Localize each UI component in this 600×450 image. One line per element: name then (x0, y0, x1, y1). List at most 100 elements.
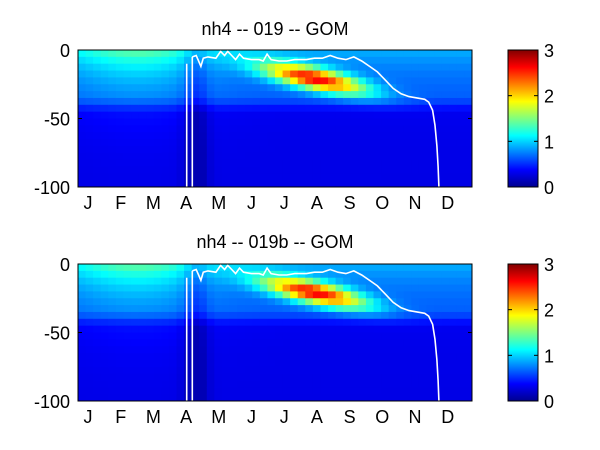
heatmap-cell (221, 332, 231, 340)
heatmap-cell (441, 70, 450, 78)
heatmap-cell (328, 132, 337, 140)
heatmap-cell (343, 373, 352, 382)
heatmap-cell (221, 311, 231, 320)
heatmap-cell (396, 373, 405, 382)
heatmap-cell (229, 298, 238, 306)
heatmap-cell (206, 394, 215, 401)
x-tick-label: J (84, 407, 93, 427)
heatmap-cell (214, 366, 223, 375)
heatmap-cell (343, 305, 352, 313)
heatmap-cell (153, 159, 162, 168)
heatmap-cell (350, 298, 359, 306)
heatmap-cell (153, 353, 162, 361)
x-tick-label: A (311, 407, 323, 427)
heatmap-cell (403, 387, 412, 395)
heatmap-cell (335, 298, 344, 306)
heatmap-cell (335, 277, 344, 286)
heatmap-cell (168, 139, 178, 147)
heatmap-cell (78, 111, 87, 120)
heatmap-cell (214, 111, 223, 120)
heatmap-cell (388, 180, 397, 187)
heatmap-cell (229, 166, 238, 174)
heatmap-cell (396, 152, 405, 161)
heatmap-cell (168, 339, 178, 347)
heatmap-cell (343, 311, 352, 320)
heatmap-cell (115, 84, 125, 92)
heatmap-cell (146, 56, 155, 65)
heatmap-cell (123, 145, 132, 154)
heatmap-cell (449, 125, 458, 133)
heatmap-cell (358, 305, 367, 313)
heatmap-cell (282, 91, 291, 99)
heatmap-cell (146, 152, 155, 161)
heatmap-cell (312, 311, 322, 320)
heatmap-cell (350, 50, 359, 58)
heatmap-cell (176, 173, 185, 181)
heatmap-cell (252, 180, 261, 187)
heatmap-cell (206, 387, 215, 395)
heatmap-cell (275, 125, 284, 133)
heatmap-cell (282, 77, 291, 85)
heatmap-cell (161, 264, 170, 272)
heatmap-cell (275, 366, 284, 375)
heatmap-cell (403, 77, 412, 85)
heatmap-cell (214, 125, 223, 133)
heatmap-cell (131, 264, 140, 272)
heatmap-cell (335, 84, 344, 92)
heatmap-cell (441, 159, 450, 168)
heatmap-cell (115, 298, 125, 306)
heatmap-cell (138, 366, 147, 375)
heatmap-cell (199, 159, 208, 168)
overlay-line-vertical (185, 56, 194, 187)
heatmap-cell (275, 353, 284, 361)
heatmap-cell (365, 387, 375, 395)
heatmap-cell (138, 111, 147, 120)
heatmap-cell (275, 91, 284, 99)
heatmap-cell (464, 159, 472, 168)
heatmap-cell (343, 339, 352, 347)
heatmap-cell (343, 284, 352, 292)
heatmap-cell (449, 77, 458, 85)
heatmap-cell (191, 394, 200, 401)
heatmap-cell (100, 325, 109, 334)
heatmap-cell (93, 359, 102, 368)
heatmap-cell (229, 394, 238, 401)
heatmap-cell (184, 353, 193, 361)
heatmap-cell (350, 125, 359, 133)
heatmap-cell (153, 318, 162, 327)
heatmap-cell (115, 145, 125, 154)
heatmap-cell (214, 84, 223, 92)
heatmap-cell (176, 132, 185, 140)
heatmap-cell (335, 291, 344, 299)
heatmap-cell (365, 56, 375, 65)
heatmap-cell (199, 118, 208, 126)
heatmap-cell (464, 291, 472, 299)
heatmap-cell (176, 373, 185, 382)
heatmap-cell (275, 264, 284, 272)
heatmap-cell (168, 387, 178, 395)
heatmap-cell (229, 346, 238, 354)
heatmap-cell (312, 270, 322, 279)
heatmap-cell (290, 159, 299, 168)
heatmap-cell (244, 305, 253, 313)
heatmap-cell (168, 332, 178, 340)
heatmap-cell (426, 387, 435, 395)
heatmap-cell (108, 139, 117, 147)
heatmap-cell (441, 180, 450, 187)
heatmap-cells (78, 264, 472, 401)
heatmap-cell (131, 298, 140, 306)
heatmap-cell (138, 159, 147, 168)
heatmap-cell (290, 325, 299, 334)
heatmap-cell (418, 264, 428, 272)
heatmap-cell (320, 139, 329, 147)
heatmap-cell (335, 339, 344, 347)
heatmap-cell (191, 91, 200, 99)
heatmap-cell (297, 56, 306, 65)
heatmap-cell (373, 373, 382, 382)
heatmap-cell (312, 152, 322, 161)
heatmap-cell (312, 63, 322, 72)
heatmap-cell (275, 346, 284, 354)
heatmap-cell (456, 311, 466, 320)
heatmap-cell (388, 91, 397, 99)
heatmap-cell (312, 353, 322, 361)
